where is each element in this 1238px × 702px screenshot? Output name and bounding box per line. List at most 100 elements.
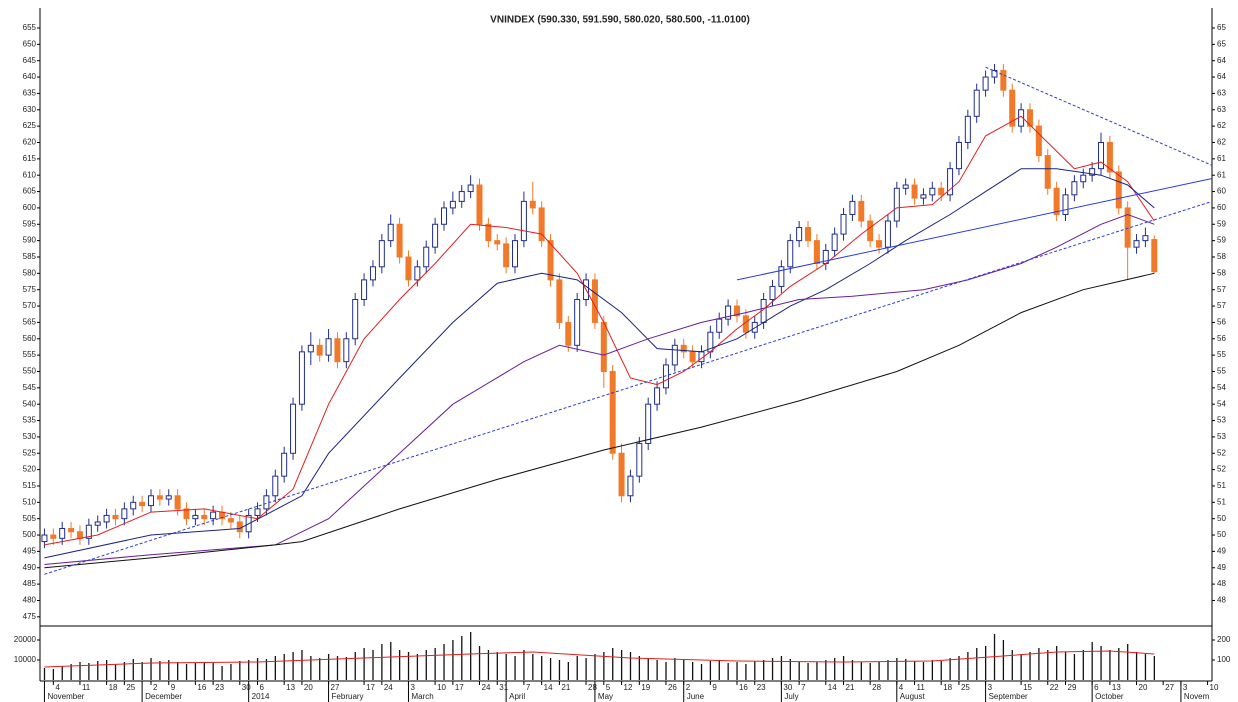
volume-bar (292, 652, 294, 680)
volume-bar (390, 642, 392, 680)
volume-bar (567, 662, 569, 680)
volume-bar (745, 664, 747, 680)
volume-bar (984, 646, 987, 680)
volume-bar (43, 668, 46, 680)
volume-average (44, 650, 1155, 668)
y-tick-label: 50 (1217, 530, 1226, 539)
candle-body (1142, 235, 1149, 242)
month-label: March (411, 692, 433, 701)
candle-body (1106, 141, 1113, 173)
candle-body (902, 184, 909, 189)
candle-body (290, 403, 297, 454)
volume-bar (754, 661, 756, 680)
y-tick-label: 60 (1217, 187, 1226, 196)
chart-title: VNINDEX (590.330, 591.590, 580.020, 580.… (490, 15, 750, 26)
volume-bar (603, 652, 605, 680)
x-tick-label: 26 (668, 683, 677, 692)
y-tick-label: 55 (1217, 350, 1226, 359)
volume-bar (523, 650, 525, 680)
y-tick-label: 63 (1217, 105, 1226, 114)
volume-bar (532, 654, 534, 680)
y-tick-label: 49 (1217, 547, 1226, 556)
month-label: November (47, 692, 84, 701)
y-tick-label: 580 (23, 268, 37, 277)
volume-bar (647, 658, 649, 680)
x-tick-label: 23 (215, 683, 224, 692)
volume-bar (1091, 642, 1093, 680)
y-tick-label: 645 (23, 56, 37, 65)
month-label: October (1095, 692, 1124, 701)
candle-body (307, 344, 314, 353)
candle-body (343, 338, 350, 363)
volume-bar (505, 654, 507, 680)
candle-body (192, 514, 199, 520)
moving-average (44, 168, 1155, 559)
y-tick-label: 54 (1217, 399, 1226, 408)
volume-bar (301, 650, 303, 680)
volume-bar (327, 654, 330, 680)
y-tick-label: 625 (23, 121, 37, 130)
volume-bar (185, 664, 188, 680)
volume-bar (105, 660, 108, 680)
x-tick-label: 17 (366, 683, 375, 692)
candle-body (1044, 155, 1051, 189)
y-tick-label: 525 (23, 448, 37, 457)
volume-bar (372, 650, 374, 680)
candle-body (85, 524, 92, 539)
candle-body (476, 184, 483, 225)
y-tick-label: 515 (23, 481, 37, 490)
trend-line (736, 178, 1213, 281)
volume-bar (967, 652, 969, 680)
volume-bar (629, 652, 632, 680)
y-tick-label: 58 (1217, 268, 1226, 277)
candle-body (636, 442, 643, 477)
volume-bar (780, 656, 783, 680)
x-tick-label: 2 (686, 683, 691, 692)
y-tick-label: 490 (23, 563, 37, 572)
candle-body (982, 76, 989, 91)
y-tick-label: 575 (23, 285, 37, 294)
candle-body (884, 220, 891, 248)
candle-body (858, 200, 865, 222)
x-tick-label: 31 (499, 683, 508, 692)
volume-bar (940, 661, 942, 680)
candle-body (1133, 240, 1140, 248)
volume-bar (905, 659, 907, 680)
candle-body (955, 141, 962, 170)
volume-bar (1029, 652, 1031, 680)
y-tick-label: 635 (23, 89, 37, 98)
volume-bar (789, 659, 791, 680)
candle-body (574, 299, 581, 346)
y-tick-label: 59 (1217, 236, 1226, 245)
x-tick-label: 28 (872, 683, 881, 692)
candle-body (547, 240, 554, 281)
x-tick-label: 25 (126, 683, 135, 692)
candle-body (662, 364, 669, 389)
y-tick-label: 52 (1217, 448, 1226, 457)
y-tick-label: 10000 (14, 655, 37, 664)
candle-body (227, 518, 234, 523)
volume-bar (496, 652, 498, 680)
x-tick-label: 7 (526, 683, 531, 692)
candle-body (973, 89, 980, 117)
volume-bar (345, 657, 348, 680)
candle-body (947, 168, 954, 196)
volume-bar (274, 656, 276, 680)
candle-body (423, 246, 430, 268)
volume-bar (718, 660, 720, 680)
x-tick-label: 3 (988, 683, 993, 692)
candle-body (396, 223, 403, 258)
candle-body (778, 266, 785, 287)
x-tick-label: 16 (739, 683, 748, 692)
volume-bar (887, 660, 889, 680)
x-tick-label: 18 (109, 683, 118, 692)
volume-bar (931, 660, 934, 680)
x-tick-label: 11 (917, 683, 926, 692)
volume-bar (1047, 650, 1049, 680)
volume-bar (336, 656, 339, 680)
candle-body (849, 200, 856, 215)
candle-body (733, 305, 740, 317)
candle-body (325, 338, 332, 356)
candle-body (840, 213, 847, 235)
volume-bar (1082, 650, 1084, 680)
